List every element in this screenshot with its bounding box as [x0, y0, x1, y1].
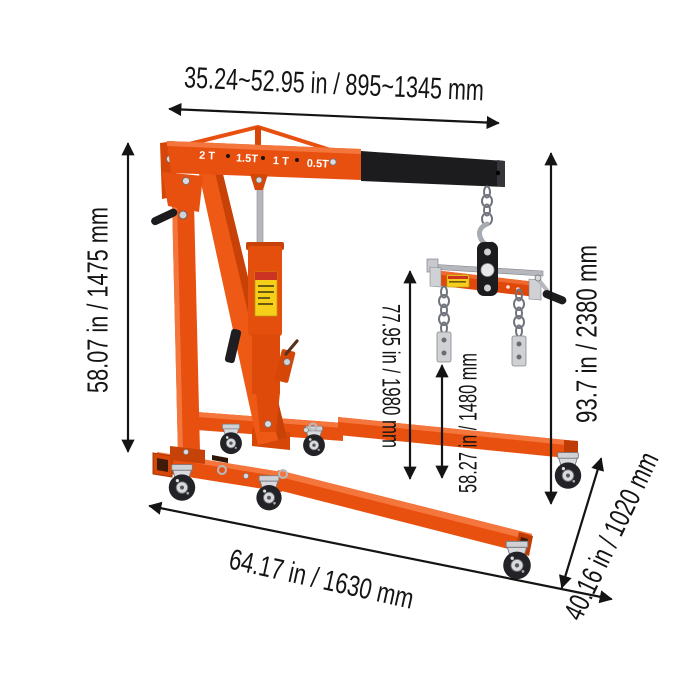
dim-line-extension-range	[168, 102, 500, 130]
crane-boom: 2 T 1.5T 1 T 0.5T	[167, 125, 505, 190]
dim-label-extension-range: 35.24~52.95 in / 895~1345 mm	[183, 61, 484, 107]
beam-notch	[212, 455, 228, 463]
caster-wheel	[554, 451, 582, 490]
pump-lever	[284, 339, 299, 356]
pivot-bolt	[182, 177, 190, 185]
clevis-bolt	[264, 420, 272, 428]
left-load-chain	[438, 285, 450, 335]
pump-socket	[274, 349, 296, 383]
mast-highlight	[172, 200, 183, 455]
dim-label-frame-height: 58.07 in / 1475 mm	[83, 207, 115, 393]
winch-handle	[151, 208, 178, 226]
caster-wheel	[502, 540, 532, 580]
plate-hole	[516, 341, 522, 347]
mast-foot	[170, 446, 205, 464]
near-beam-hollow	[157, 458, 168, 472]
plate-hole	[441, 350, 447, 356]
dim-line-overall-length	[148, 501, 613, 604]
lynch-pin-ring	[278, 469, 288, 479]
boom-top-edge	[167, 141, 361, 154]
caster-wheel	[219, 423, 243, 455]
right-load-chain	[513, 288, 525, 338]
release-valve	[283, 358, 291, 366]
leveler-endcap-left	[429, 266, 442, 288]
plate-hole	[441, 337, 447, 343]
dim-label-leveler-height: 58.27 in / 1480 mm	[455, 353, 483, 493]
caster-wheel	[168, 463, 196, 502]
caster-wheel	[255, 475, 283, 511]
boom-mark-1t: 1 T	[273, 155, 290, 168]
warning-label-line	[258, 285, 274, 287]
hydraulic-cylinder-lower	[252, 334, 280, 394]
boom-mark-2t: 2 T	[199, 150, 216, 163]
crane-upright	[151, 141, 299, 464]
load-leveler	[426, 185, 567, 367]
boom-pin-hole	[295, 158, 299, 162]
winch-bolt	[178, 210, 188, 220]
bolt	[303, 427, 309, 433]
hanging-chain	[481, 185, 493, 226]
crank-handle	[542, 290, 567, 305]
lynch-pin-ring	[308, 422, 318, 432]
crane-base	[152, 412, 582, 580]
plate-hole	[516, 354, 522, 360]
ram-top-bolt	[255, 176, 263, 184]
boom-end-bolt	[495, 170, 501, 176]
warning-label-line	[258, 297, 270, 299]
boom-pin-hole	[261, 156, 265, 160]
crank-bolt	[534, 274, 542, 282]
boom-mark-0-5t: 0.5T	[307, 158, 330, 171]
post-grip-pad	[224, 328, 242, 364]
leveler-label-line	[449, 281, 466, 283]
far-leg-top	[338, 417, 576, 446]
warning-label-line	[258, 291, 274, 293]
dim-label-hook-height: 77.95 in / 1980 mm	[376, 304, 404, 448]
boom-pin-hole	[226, 154, 230, 158]
dim-label-overall-height: 93.7 in / 2380 mm	[572, 245, 604, 423]
leveler-label-header	[448, 276, 468, 279]
boom-mark-1-5t: 1.5T	[236, 152, 259, 165]
boom-extension-black	[361, 151, 505, 187]
bracket-hole-large	[480, 263, 495, 277]
boom-extension-endcap	[497, 160, 505, 187]
bolt	[243, 473, 249, 479]
lifting-hook	[477, 221, 495, 248]
boom-pin-bolt	[329, 158, 337, 166]
warning-label-header	[255, 272, 277, 280]
chain-end-plate	[511, 335, 527, 367]
bracket-hole	[484, 284, 491, 292]
cylinder-clevis	[256, 392, 280, 432]
dim-line-overall-width	[558, 457, 605, 589]
warning-label-line	[258, 303, 273, 305]
bar-hole	[506, 285, 510, 289]
mast-head-bracket	[162, 172, 203, 212]
bracket-hole	[484, 248, 491, 256]
near-leg-top	[276, 470, 532, 540]
lynch-pin-ring	[217, 465, 227, 475]
bolt	[183, 449, 189, 455]
boom-capacity-marks: 2 T 1.5T 1 T 0.5T	[199, 150, 330, 171]
chain-end-plate	[436, 331, 452, 363]
